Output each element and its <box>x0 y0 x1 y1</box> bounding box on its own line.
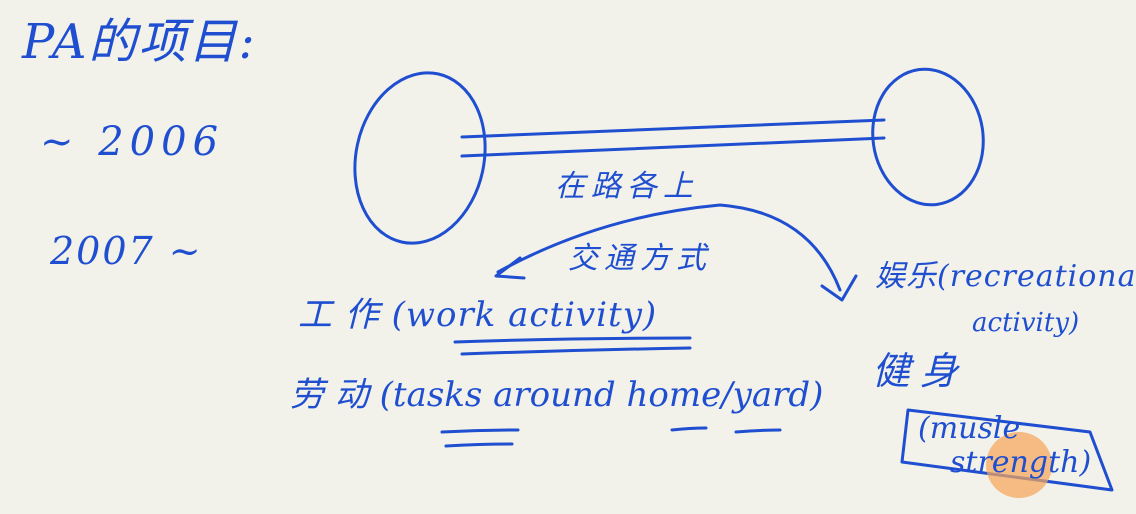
dumbbell-left-circle <box>353 71 487 245</box>
curved-arrow <box>496 203 842 292</box>
underline-yard <box>734 428 782 434</box>
underline-tasks <box>440 428 520 434</box>
notes-title: PA的项目: <box>22 14 257 70</box>
recreation-text-line2: activity) <box>972 308 1080 338</box>
dumbbell-bar-bottom <box>460 136 886 158</box>
laser-pointer-dot <box>986 432 1052 498</box>
chores-text: 劳 动 (tasks around home/yard) <box>290 375 824 415</box>
recreation-text-line1: 娱乐(recreational <box>875 259 1136 294</box>
underline-work-1 <box>453 336 692 344</box>
label-on-the-road: 在路各上 <box>555 169 699 204</box>
dumbbell-bar-top <box>460 118 886 139</box>
work-activity-text: 工 作 (work activity) <box>298 295 658 335</box>
strength-text-line1: 健身 <box>872 349 969 393</box>
dumbbell-right-circle <box>871 67 985 207</box>
strength-text-line2: (musle <box>918 411 1021 446</box>
strength-box <box>900 408 1114 492</box>
arrow-head-left <box>494 256 526 280</box>
underline-tasks-2 <box>444 442 514 448</box>
underline-work-2 <box>460 346 692 356</box>
year-after-2007: 2007 ~ <box>50 229 203 273</box>
arrow-head-right <box>820 274 858 302</box>
strength-text-line3: strength) <box>950 445 1092 480</box>
underline-home <box>670 426 708 432</box>
label-transport-mode: 交通方式 <box>568 241 712 276</box>
year-before-2006: ~ 2006 <box>40 119 225 165</box>
